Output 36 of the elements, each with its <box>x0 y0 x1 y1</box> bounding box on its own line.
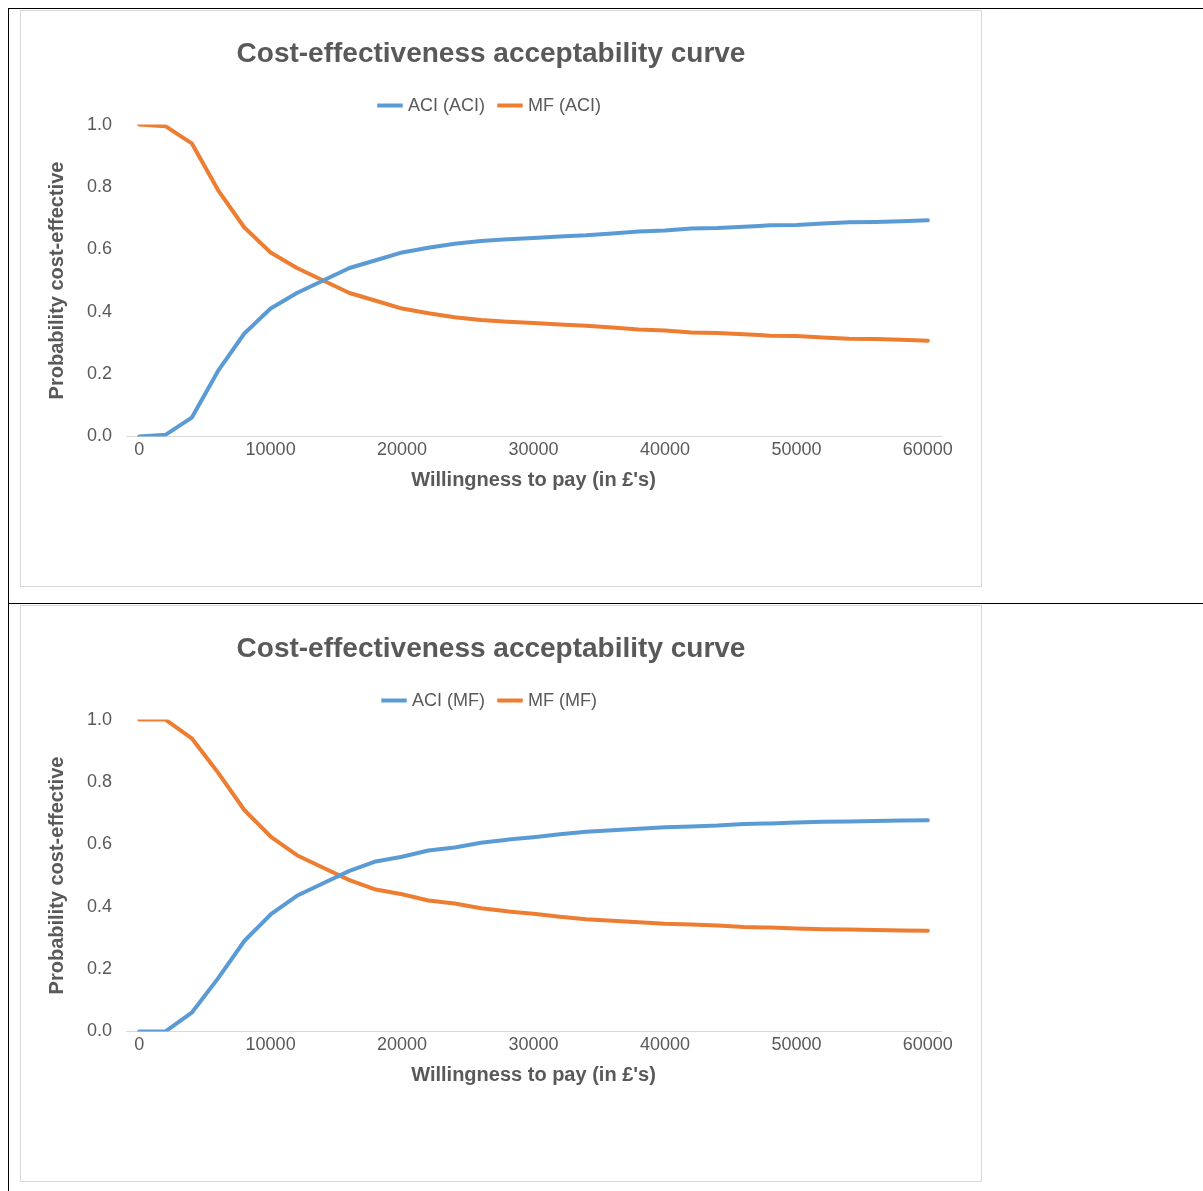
x-tick-label: 50000 <box>771 1034 822 1055</box>
chart-title: Cost-effectiveness acceptability curve <box>236 631 746 663</box>
x-tick-label: 40000 <box>639 1034 690 1055</box>
x-tick-label: 20000 <box>377 439 428 460</box>
x-tick-label: 60000 <box>902 439 953 460</box>
x-tick-label: 50000 <box>771 439 822 460</box>
legend-label: MF (MF) <box>528 689 597 710</box>
legend-label: MF (ACI) <box>528 94 601 115</box>
x-tick-label: 0 <box>134 439 145 460</box>
y-tick-label: 0.0 <box>86 1020 113 1041</box>
y-tick-label: 0.0 <box>86 425 113 446</box>
y-tick-label: 0.6 <box>86 238 113 259</box>
y-tick-label: 0.8 <box>86 175 113 196</box>
y-tick-label: 1.0 <box>86 113 113 134</box>
x-tick-label: 30000 <box>508 439 559 460</box>
y-tick-label: 0.6 <box>86 833 113 854</box>
y-axis-title: Probability cost-effective <box>44 756 67 995</box>
x-tick-label: 10000 <box>245 439 296 460</box>
y-tick-label: 0.8 <box>86 770 113 791</box>
x-axis-title: Willingness to pay (in £'s) <box>411 1062 656 1085</box>
y-tick-label: 0.4 <box>86 300 113 321</box>
x-axis-title: Willingness to pay (in £'s) <box>411 467 656 490</box>
x-tick-label: 30000 <box>508 1034 559 1055</box>
y-tick-label: 0.4 <box>86 895 113 916</box>
x-tick-label: 10000 <box>245 1034 296 1055</box>
x-tick-label: 20000 <box>377 1034 428 1055</box>
x-tick-label: 60000 <box>902 1034 953 1055</box>
y-tick-label: 0.2 <box>86 363 113 384</box>
y-axis-title: Probability cost-effective <box>44 161 67 400</box>
y-tick-label: 1.0 <box>86 708 113 729</box>
legend-label: ACI (MF) <box>412 689 486 710</box>
chart-title: Cost-effectiveness acceptability curve <box>236 36 746 68</box>
x-tick-label: 40000 <box>639 439 690 460</box>
legend-label: ACI (ACI) <box>408 94 486 115</box>
x-tick-label: 0 <box>134 1034 145 1055</box>
y-tick-label: 0.2 <box>86 958 113 979</box>
